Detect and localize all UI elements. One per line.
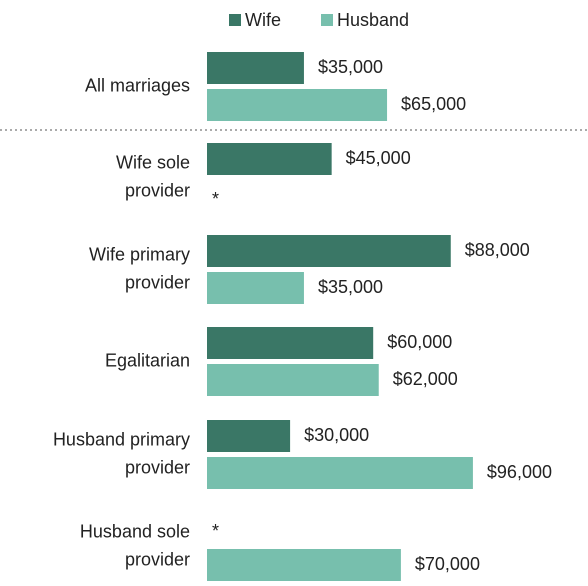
- legend-swatch: [321, 14, 333, 26]
- bar: [207, 457, 473, 489]
- value-label: $35,000: [318, 277, 383, 297]
- category-label: provider: [125, 180, 190, 200]
- value-label: $62,000: [393, 369, 458, 389]
- category-label: All marriages: [85, 75, 190, 95]
- category-label: Wife sole: [116, 152, 190, 172]
- value-label: $70,000: [415, 554, 480, 574]
- bar: [207, 52, 304, 84]
- missing-marker: *: [212, 189, 219, 209]
- value-label: $96,000: [487, 462, 552, 482]
- category-label: Wife primary: [89, 244, 190, 264]
- missing-marker: *: [212, 521, 219, 541]
- category-label: Husband sole: [80, 521, 190, 541]
- category-label: provider: [125, 549, 190, 569]
- bar: [207, 89, 388, 121]
- legend-swatch: [229, 14, 241, 26]
- legend-label: Wife: [245, 10, 281, 30]
- value-label: $45,000: [346, 148, 411, 168]
- category-label: provider: [125, 457, 190, 477]
- value-label: $35,000: [318, 57, 383, 77]
- category-label: provider: [125, 272, 190, 292]
- value-label: $88,000: [465, 240, 530, 260]
- value-label: $60,000: [387, 332, 452, 352]
- legend-label: Husband: [337, 10, 409, 30]
- category-label: Egalitarian: [105, 350, 190, 370]
- bar: [207, 235, 451, 267]
- bar: [207, 364, 379, 396]
- category-label: Husband primary: [53, 429, 190, 449]
- value-label: $30,000: [304, 425, 369, 445]
- bar: [207, 420, 291, 452]
- bar: [207, 143, 332, 175]
- value-label: $65,000: [401, 94, 466, 114]
- bar: [207, 327, 374, 359]
- bar: [207, 549, 401, 581]
- bar: [207, 272, 304, 304]
